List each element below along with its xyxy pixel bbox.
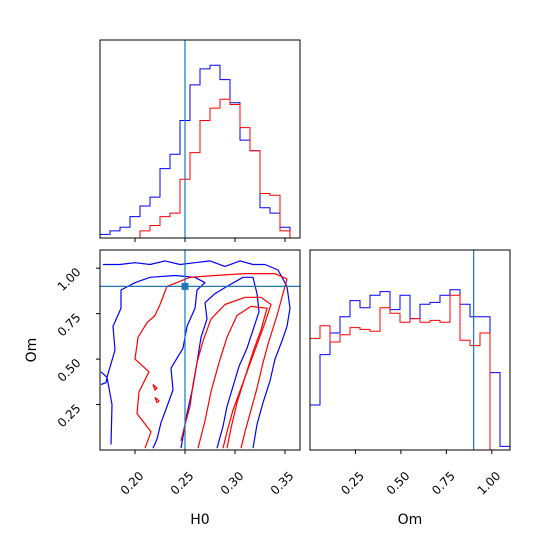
h0-om-contour-panel: 0.20 0.25 0.30 0.35 0.25 0.50 0.75 1.00 xyxy=(55,249,301,498)
contour-x-tick-label: 0.20 xyxy=(118,469,147,498)
red-contour-line xyxy=(197,305,268,449)
contour-y-tick-label: 0.50 xyxy=(55,356,84,385)
x-axis-label-om: Om xyxy=(398,512,423,528)
contour-x-tick-label: 0.35 xyxy=(268,469,297,498)
hist-om-blue-histogram-step xyxy=(309,289,511,450)
hist-h0-red-histogram-step xyxy=(100,98,291,239)
contour-frame xyxy=(99,249,301,451)
blue-contour-line xyxy=(103,260,291,449)
y-axis-label-om: Om xyxy=(24,338,40,363)
om-histogram-frame xyxy=(309,249,511,451)
red-contour-line xyxy=(154,396,160,404)
om-histogram-x-tick-label: 0.75 xyxy=(429,469,458,498)
red-contour-line xyxy=(180,296,272,449)
truth-marker xyxy=(181,282,189,290)
hist-h0-blue-histogram-step xyxy=(99,64,291,238)
om-histogram-x-tick-label: 1.00 xyxy=(475,469,504,498)
hist-om-red-histogram-step xyxy=(309,294,510,451)
red-contour-line xyxy=(152,384,158,391)
h0-histogram-frame xyxy=(99,39,301,239)
om-histogram-panel: 0.25 0.50 0.75 1.00 xyxy=(309,249,511,498)
contour-x-tick-label: 0.25 xyxy=(168,469,197,498)
om-histogram-x-tick-label: 0.50 xyxy=(384,469,413,498)
blue-contour-line xyxy=(100,371,108,386)
om-histogram-x-tick-label: 0.25 xyxy=(338,469,367,498)
contour-y-tick-label: 0.75 xyxy=(55,310,84,339)
contour-x-tick-label: 0.30 xyxy=(218,469,247,498)
contour-y-tick-label: 1.00 xyxy=(55,265,84,294)
red-contour-line xyxy=(134,273,288,449)
contour-y-tick-label: 0.25 xyxy=(55,401,84,430)
x-axis-label-h0: H0 xyxy=(190,512,209,528)
h0-histogram-panel xyxy=(99,39,301,242)
blue-contour-line xyxy=(106,274,206,449)
